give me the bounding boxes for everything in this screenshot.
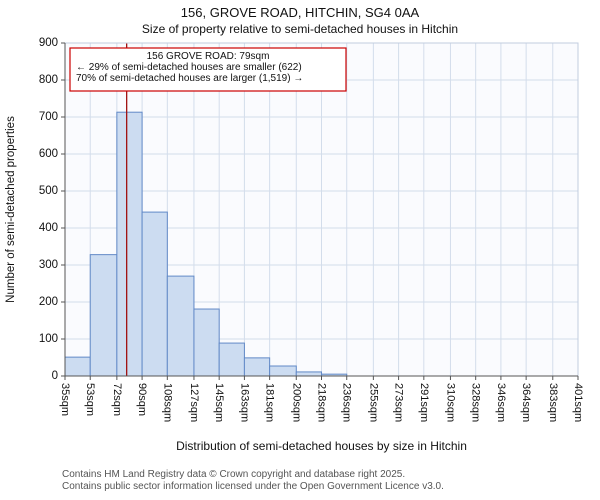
x-tick-label: 200sqm (290, 383, 302, 422)
histogram-chart: 0 100 200 300 400 500 600 700 800 900 35sqm 53sqm 72… (5, 37, 584, 453)
y-tick-label: 700 (39, 111, 58, 123)
x-tick-label: 181sqm (264, 383, 276, 422)
histogram-bar (166, 275, 195, 377)
annotation-line-3: 70% of semi-detached houses are larger (… (76, 73, 303, 84)
y-axis-title: Number of semi-detached properties (5, 116, 17, 303)
x-tick-label: 35sqm (59, 383, 71, 416)
annotation-line-1: 156 GROVE ROAD: 79sqm (147, 51, 270, 62)
y-tick-label: 800 (39, 74, 58, 86)
y-tick-label: 100 (39, 333, 58, 345)
histogram-bar (141, 211, 168, 377)
x-tick-label: 401sqm (572, 383, 584, 422)
chart-subtitle: Size of property relative to semi-detach… (141, 22, 459, 36)
footer: Contains HM Land Registry data © Crown c… (62, 469, 600, 492)
y-tick-label: 300 (39, 259, 58, 271)
x-tick-label: 310sqm (444, 383, 456, 422)
x-axis-title: Distribution of semi-detached houses by … (176, 439, 467, 453)
histogram-bar (243, 357, 271, 377)
histogram-bar (193, 308, 220, 377)
y-tick-label: 500 (39, 185, 58, 197)
y-tick-label: 400 (39, 222, 58, 234)
x-tick-label: 236sqm (341, 383, 353, 422)
annotation-box (69, 47, 347, 92)
chart-title: 156, GROVE ROAD, HITCHIN, SG4 0AA (180, 5, 420, 20)
y-tick-label: 600 (39, 148, 58, 160)
histogram-bar (269, 365, 297, 377)
x-tick-label: 383sqm (547, 383, 559, 422)
x-tick-label: 108sqm (161, 383, 173, 422)
y-tick-label: 900 (39, 37, 58, 49)
histogram-bar (218, 342, 245, 377)
x-tick-label: 291sqm (418, 383, 430, 422)
x-tick-label: 145sqm (213, 383, 225, 422)
x-tick-label: 255sqm (367, 383, 379, 422)
x-tick-label: 273sqm (393, 383, 405, 422)
footer-line-1: Contains HM Land Registry data © Crown c… (62, 469, 406, 480)
histogram-bar (295, 371, 322, 377)
x-tick-label: 328sqm (470, 383, 482, 422)
x-tick-label: 127sqm (188, 383, 200, 422)
x-tick-label: 90sqm (136, 383, 148, 416)
histogram-bar (64, 356, 91, 377)
y-tick-label: 200 (39, 296, 58, 308)
annotation-line-2: ← 29% of semi-detached houses are smalle… (76, 62, 302, 73)
x-tick-label: 163sqm (238, 383, 250, 422)
y-tick-label: 0 (52, 370, 58, 382)
x-tick-label: 53sqm (84, 383, 96, 416)
x-tick-label: 364sqm (520, 383, 532, 422)
histogram-bar (116, 111, 143, 377)
histogram-bar (89, 254, 118, 377)
x-tick-label: 72sqm (111, 383, 123, 416)
x-tick-label: 346sqm (495, 383, 507, 422)
x-tick-label: 218sqm (316, 383, 328, 422)
footer-line-2: Contains public sector information licen… (62, 480, 444, 492)
